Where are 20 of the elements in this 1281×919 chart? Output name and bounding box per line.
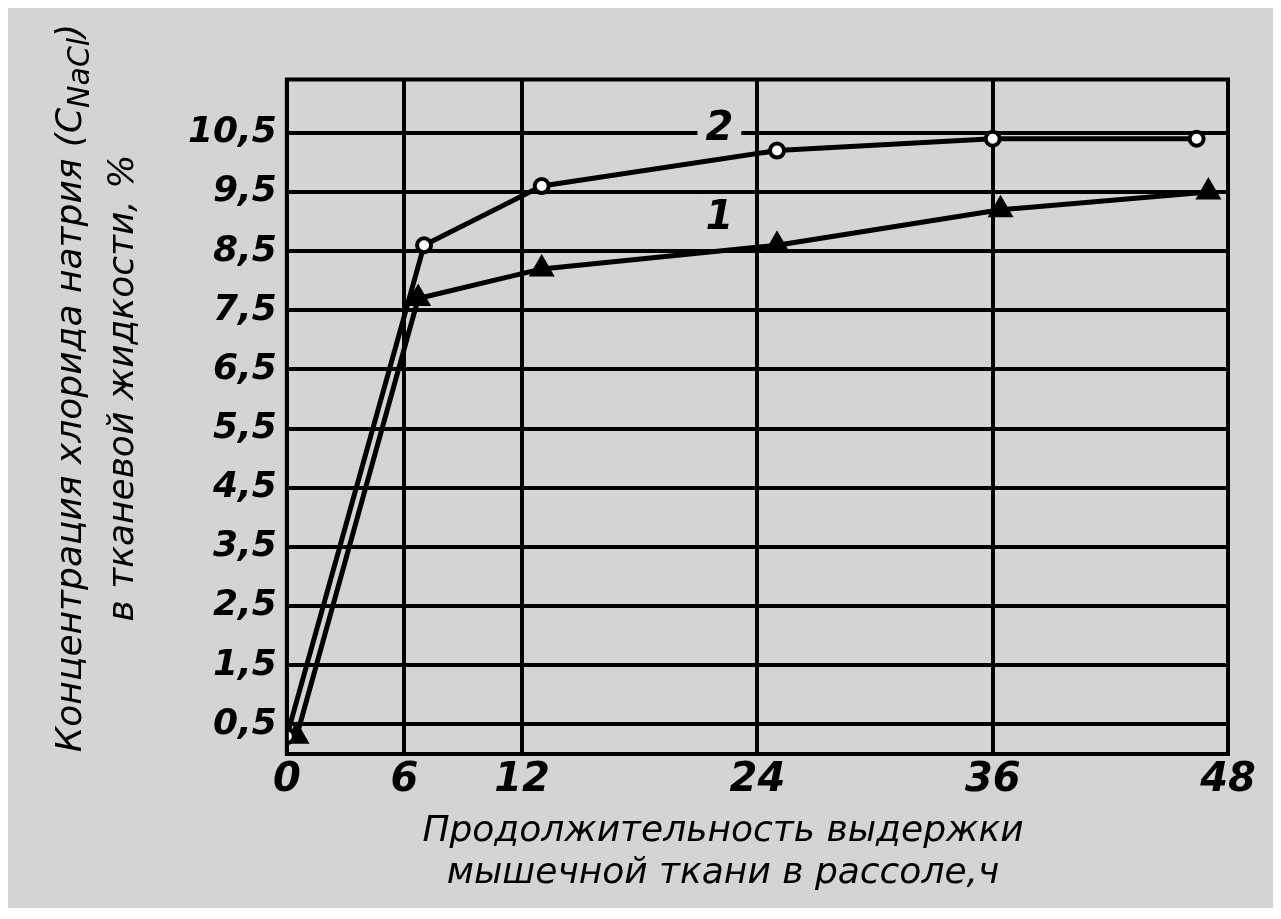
y-tick-label: 0,5	[213, 700, 277, 742]
y-tick-label: 4,5	[212, 464, 277, 506]
x-tick-label: 48	[1199, 754, 1256, 801]
y-tick-label: 2,5	[213, 582, 277, 624]
y-tick-label: 7,5	[213, 286, 277, 328]
x-tick-label: 24	[729, 754, 786, 801]
y-tick-label: 3,5	[213, 523, 277, 565]
y-tick-label: 1,5	[213, 641, 277, 683]
x-axis-title: Продолжительность выдержки мышечной ткани в рассоле,ч	[421, 808, 1025, 892]
x-tick-label: 0	[272, 754, 301, 801]
y-tick-label: 10,5	[187, 109, 277, 151]
x-tick-label: 36	[964, 754, 1021, 801]
series-label: 2	[705, 103, 734, 150]
y-tick-label: 5,5	[213, 404, 277, 446]
y-tick-label: 8,5	[213, 227, 277, 269]
y-tick-label: 9,5	[213, 168, 277, 210]
series-label: 1	[705, 192, 734, 239]
x-tick-label: 6	[390, 754, 419, 801]
y-tick-label: 6,5	[213, 345, 277, 387]
x-tick-label: 12	[494, 754, 550, 801]
